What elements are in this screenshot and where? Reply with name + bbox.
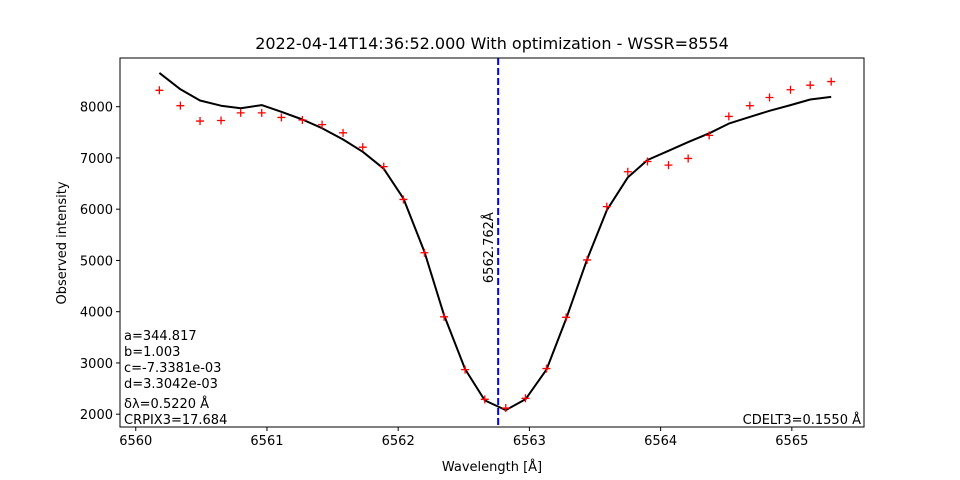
data-point (684, 154, 693, 163)
data-point (358, 143, 367, 152)
data-point (786, 85, 795, 94)
y-tick-label: 3000 (80, 357, 113, 372)
x-tick-label: 6561 (250, 434, 283, 449)
x-tick-label: 6562 (382, 434, 415, 449)
data-point (583, 255, 592, 264)
param-d: d=3.3042e-03 (124, 377, 218, 392)
param-b: b=1.003 (124, 345, 180, 360)
data-point (643, 157, 652, 166)
data-point (765, 93, 774, 102)
data-point (155, 86, 164, 95)
data-point (257, 108, 266, 117)
plot-frame (119, 57, 865, 428)
data-point (217, 116, 226, 125)
data-point (196, 117, 205, 126)
data-point (724, 112, 733, 121)
y-tick-label: 7000 (80, 152, 113, 167)
param-delta-lambda: δλ=0.5220 Å (124, 396, 209, 412)
data-point (480, 395, 489, 404)
cdelt3-annotation: CDELT3=0.1550 Å (743, 412, 861, 428)
x-tick-label: 6565 (775, 434, 808, 449)
param-crpix3: CRPIX3=17.684 (124, 413, 227, 428)
data-point (521, 394, 530, 403)
y-tick-label: 5000 (80, 254, 113, 269)
data-point (705, 131, 714, 140)
plot-area: 6562.762Å 6560 6561 6562 6563 6564 6565 2000 300… (80, 57, 865, 449)
chart-title: 2022-04-14T14:36:52.000 With optimizatio… (255, 34, 729, 53)
data-point (379, 162, 388, 171)
y-axis-label: Observed intensity (55, 181, 70, 304)
y-tick-label: 4000 (80, 306, 113, 321)
data-point (745, 101, 754, 110)
data-point (602, 202, 611, 211)
y-tick-label: 6000 (80, 203, 113, 218)
data-point (623, 167, 632, 176)
param-c: c=-7.3381e-03 (124, 361, 221, 376)
data-point (501, 404, 510, 413)
data-point (176, 101, 185, 110)
data-point (542, 364, 551, 373)
x-tick-label: 6560 (119, 434, 152, 449)
fit-parameters: a=344.817 b=1.003 c=-7.3381e-03 d=3.3042… (124, 329, 227, 428)
data-point (236, 108, 245, 117)
data-point (277, 113, 286, 122)
data-point (420, 248, 429, 257)
data-point (827, 77, 836, 86)
data-point (399, 195, 408, 204)
data-point (339, 128, 348, 137)
y-tick-label: 8000 (80, 101, 113, 116)
x-tick-label: 6563 (513, 434, 546, 449)
data-point (298, 116, 307, 125)
x-tick-label: 6564 (644, 434, 677, 449)
data-point (440, 312, 449, 321)
fit-line (158, 72, 832, 412)
data-point (664, 161, 673, 170)
data-point (562, 313, 571, 322)
param-a: a=344.817 (124, 329, 197, 344)
y-tick-label: 2000 (80, 408, 113, 423)
line-center-label: 6562.762Å (481, 212, 497, 283)
data-point (806, 81, 815, 90)
data-point (318, 120, 327, 129)
x-axis-label: Wavelength [Å] (442, 459, 542, 475)
data-point (461, 365, 470, 374)
